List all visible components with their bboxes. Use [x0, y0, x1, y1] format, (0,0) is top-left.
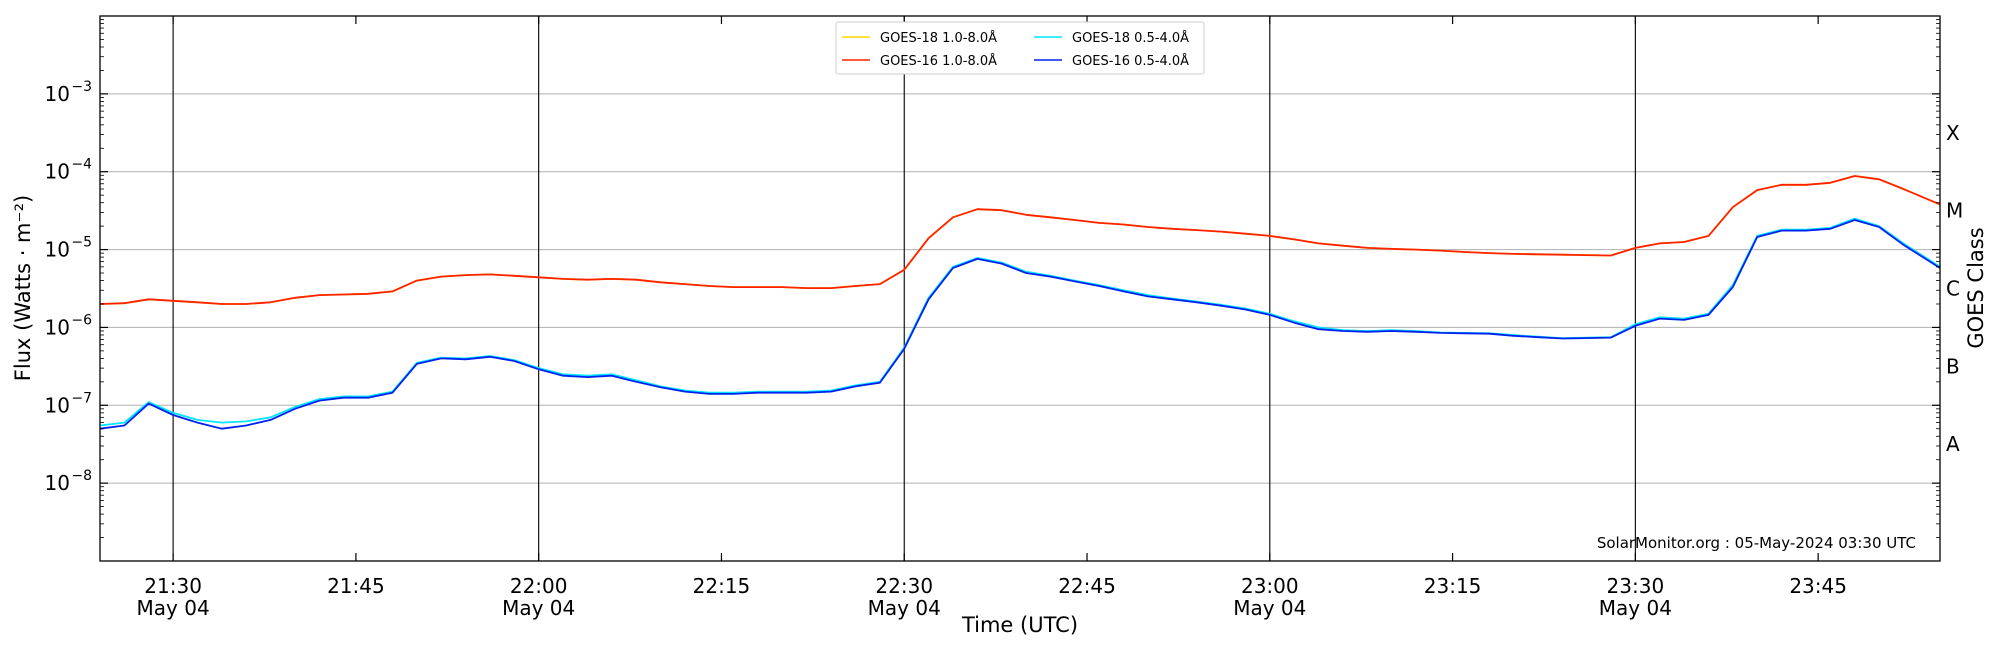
legend-label-goes16-short: GOES-16 0.5-4.0Å: [1072, 53, 1189, 69]
x-tick-label: 21:30: [144, 574, 202, 598]
y-tick-exponent: −6: [71, 312, 92, 328]
series-line-0: [99, 175, 1941, 305]
y-tick-exponent: −4: [71, 157, 92, 173]
legend-label-goes18-long: GOES-18 1.0-8.0Å: [880, 30, 997, 46]
y-tick-exponent: −3: [71, 79, 92, 95]
x-axis-label: Time (UTC): [961, 613, 1078, 637]
x-tick-label: 23:00: [1241, 574, 1299, 598]
x-tick-label: 22:30: [875, 574, 933, 598]
y-tick-exponent: −7: [71, 390, 92, 406]
x-tick-label: 23:15: [1424, 574, 1482, 598]
x-tick-label: 23:30: [1607, 574, 1665, 598]
x-tick-label: 21:45: [327, 574, 385, 598]
right-axis-label: GOES Class: [1964, 227, 1988, 348]
y-tick-label: 10: [45, 393, 70, 417]
legend: GOES-18 1.0-8.0Å GOES-16 1.0-8.0Å GOES-1…: [835, 21, 1205, 75]
y-tick-label: 10: [45, 160, 70, 184]
y-tick-label: 10: [45, 82, 70, 106]
x-tick-label: 22:15: [693, 574, 751, 598]
goes-class-a: A: [1946, 432, 1960, 456]
y-tick-exponent: −5: [71, 235, 92, 251]
y-axis-label: Flux (Watts · m⁻²): [11, 195, 35, 381]
horizontal-gridlines: [100, 93, 1940, 484]
day-separator-lines: [172, 16, 1636, 561]
legend-box: [835, 21, 1205, 75]
x-tick-sublabel: May 04: [868, 596, 941, 620]
series-line-1: [99, 175, 1941, 305]
flux-series: [99, 175, 1941, 430]
x-tick-sublabel: May 04: [137, 596, 210, 620]
x-tick-label: 22:00: [510, 574, 568, 598]
y-tick-label: 10: [45, 315, 70, 339]
x-tick-label: 22:45: [1058, 574, 1116, 598]
x-tick-sublabel: May 04: [1233, 596, 1306, 620]
credit-text: SolarMonitor.org : 05-May-2024 03:30 UTC: [1597, 534, 1916, 552]
y-tick-label: 10: [45, 471, 70, 495]
y-tick-exponent: −8: [71, 468, 92, 484]
x-tick-label: 23:45: [1789, 574, 1847, 598]
plot-frame: [99, 15, 1941, 562]
y-axis-ticks: 10−810−710−610−510−410−3: [45, 19, 1940, 538]
x-tick-sublabel: May 04: [502, 596, 575, 620]
x-tick-sublabel: May 04: [1599, 596, 1672, 620]
goes-class-labels: X M C B A: [1946, 121, 1963, 456]
series-line-3: [99, 219, 1941, 430]
goes-class-m: M: [1946, 199, 1963, 223]
legend-label-goes16-long: GOES-16 1.0-8.0Å: [880, 53, 997, 69]
goes-class-x: X: [1946, 121, 1960, 145]
legend-label-goes18-short: GOES-18 0.5-4.0Å: [1072, 30, 1189, 46]
goes-class-c: C: [1946, 277, 1960, 301]
goes-class-b: B: [1946, 354, 1960, 378]
y-tick-label: 10: [45, 238, 70, 262]
